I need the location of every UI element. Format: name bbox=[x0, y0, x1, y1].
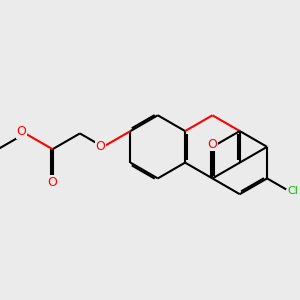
Text: O: O bbox=[208, 138, 218, 151]
Text: O: O bbox=[48, 176, 58, 189]
Text: Cl: Cl bbox=[288, 186, 298, 196]
Text: O: O bbox=[96, 140, 106, 153]
Text: O: O bbox=[16, 125, 26, 138]
